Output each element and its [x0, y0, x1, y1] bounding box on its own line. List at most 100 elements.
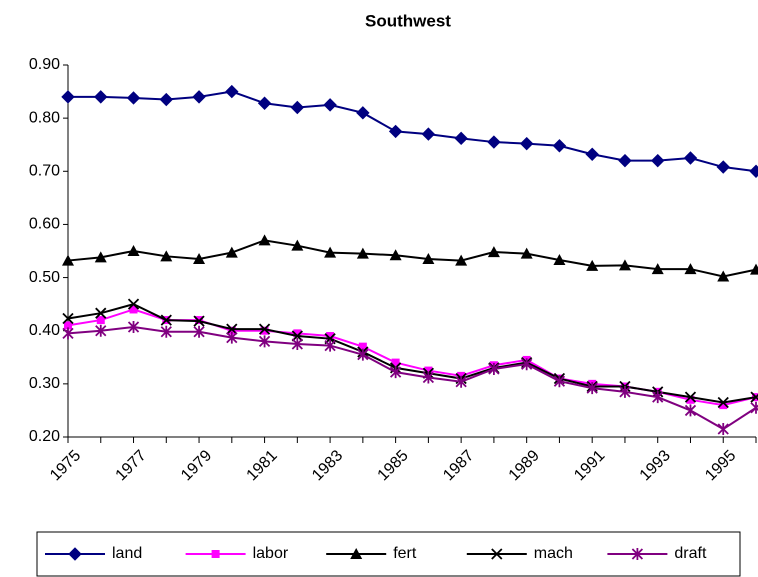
- marker: [750, 391, 758, 403]
- marker: [193, 325, 205, 338]
- marker: [521, 358, 533, 371]
- y-tick-label: 0.60: [29, 216, 60, 233]
- marker: [357, 348, 369, 361]
- marker: [520, 247, 533, 259]
- marker: [487, 246, 500, 258]
- marker: [716, 160, 730, 174]
- series-line: [67, 325, 757, 431]
- marker: [356, 106, 370, 120]
- marker: [160, 325, 172, 338]
- marker: [487, 135, 501, 149]
- marker: [324, 246, 337, 258]
- marker: [96, 316, 105, 325]
- marker: [159, 92, 173, 107]
- marker: [749, 164, 758, 178]
- marker: [552, 139, 567, 153]
- marker: [651, 263, 664, 275]
- series-line: [67, 303, 757, 404]
- marker: [422, 252, 435, 264]
- series-line: [68, 90, 757, 173]
- marker: [226, 331, 238, 344]
- marker: [686, 395, 695, 404]
- y-tick-label: 0.40: [29, 322, 60, 339]
- marker: [291, 239, 304, 251]
- marker: [193, 315, 205, 327]
- marker: [257, 96, 272, 110]
- x-tick-label: 1977: [113, 447, 150, 484]
- marker: [326, 332, 335, 341]
- marker: [127, 320, 140, 333]
- marker: [324, 339, 336, 352]
- marker: [652, 391, 664, 404]
- y-tick-label: 0.20: [29, 428, 60, 445]
- marker: [192, 90, 206, 104]
- marker: [258, 323, 271, 335]
- marker: [94, 90, 108, 104]
- marker: [127, 245, 140, 256]
- marker: [717, 423, 729, 436]
- marker: [225, 84, 239, 99]
- marker: [95, 324, 107, 337]
- marker: [388, 124, 403, 139]
- x-tick-label: 1993: [637, 447, 674, 484]
- marker: [717, 270, 730, 282]
- marker: [129, 305, 138, 314]
- marker: [211, 550, 220, 558]
- marker: [126, 91, 141, 105]
- marker: [491, 548, 503, 560]
- x-tick-label: 1985: [375, 447, 412, 484]
- marker: [291, 330, 303, 342]
- marker: [358, 342, 367, 351]
- marker: [717, 396, 729, 409]
- x-tick-label: 1989: [506, 447, 543, 484]
- y-tick-label: 0.50: [29, 269, 60, 286]
- y-tick-label: 0.90: [29, 56, 60, 73]
- marker: [389, 366, 402, 379]
- marker: [684, 263, 697, 275]
- marker: [683, 151, 698, 165]
- x-tick-label: 1981: [244, 447, 281, 484]
- x-tick-label: 1995: [702, 447, 739, 484]
- marker: [61, 90, 75, 104]
- marker: [160, 314, 172, 326]
- x-tick-label: 1987: [440, 447, 477, 484]
- legend-label: fert: [393, 545, 417, 562]
- legend-label: mach: [534, 545, 573, 562]
- y-tick-label: 0.30: [29, 375, 60, 392]
- marker: [94, 251, 107, 263]
- marker: [160, 250, 173, 262]
- marker: [651, 153, 665, 168]
- marker: [64, 321, 72, 330]
- legend-label: draft: [674, 545, 707, 562]
- marker: [68, 547, 82, 561]
- marker: [585, 147, 599, 161]
- marker: [422, 371, 435, 384]
- x-tick-label: 1979: [178, 447, 215, 484]
- marker: [62, 254, 74, 266]
- marker: [391, 358, 400, 367]
- marker: [631, 548, 644, 560]
- marker: [586, 259, 599, 271]
- marker: [424, 366, 433, 375]
- marker: [290, 100, 305, 115]
- marker: [62, 312, 74, 325]
- marker: [226, 323, 238, 335]
- marker: [519, 136, 534, 151]
- marker: [553, 375, 566, 388]
- marker: [684, 404, 697, 417]
- marker: [750, 263, 758, 275]
- x-tick-label: 1991: [571, 447, 608, 484]
- marker: [455, 375, 467, 388]
- x-tick-label: 1983: [309, 447, 346, 484]
- marker: [356, 247, 369, 259]
- marker: [454, 131, 468, 146]
- marker: [323, 98, 337, 112]
- marker: [684, 391, 697, 403]
- marker: [260, 326, 269, 335]
- y-tick-label: 0.80: [29, 109, 60, 126]
- marker: [258, 335, 271, 348]
- marker: [619, 385, 631, 398]
- series-line: [67, 239, 757, 278]
